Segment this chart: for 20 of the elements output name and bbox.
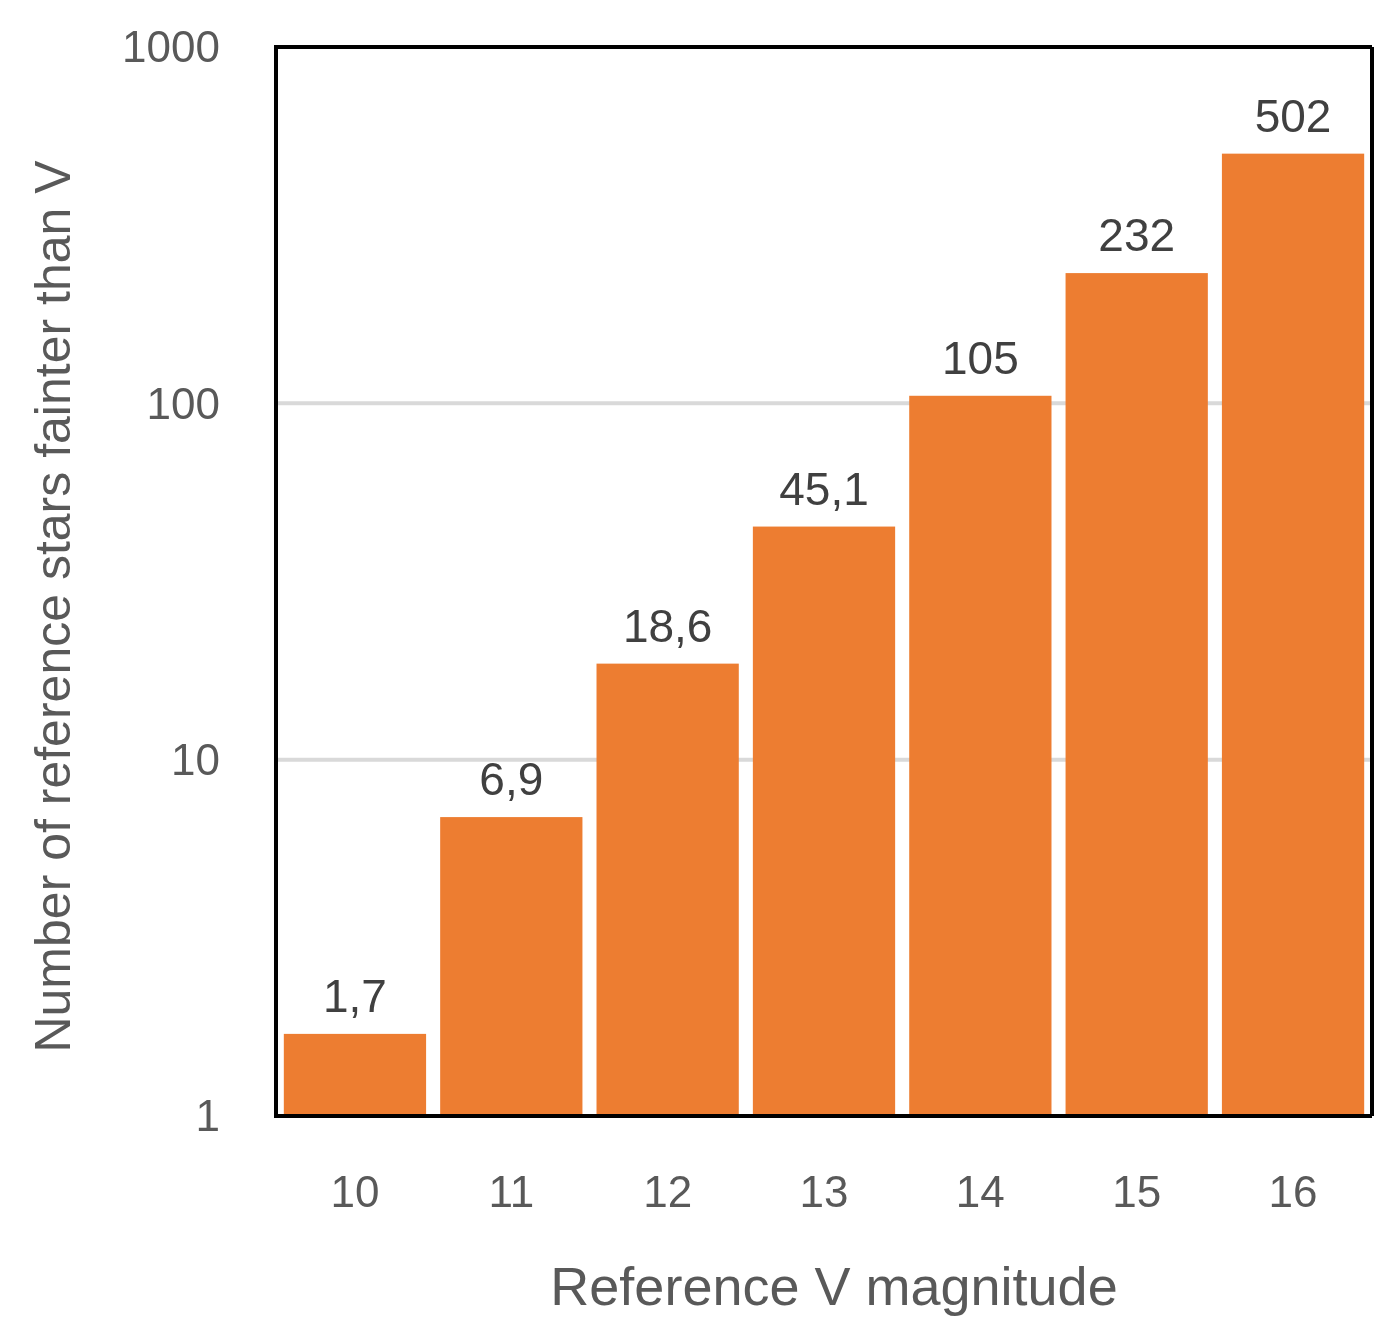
- data-label: 502: [1254, 89, 1332, 142]
- x-tick-label: 13: [799, 1167, 849, 1216]
- x-tick-label: 16: [1268, 1167, 1318, 1216]
- y-tick-label: 1: [195, 1091, 220, 1141]
- data-label: 232: [1098, 209, 1176, 262]
- y-tick-label: 1000: [122, 22, 220, 72]
- x-tick-label: 14: [955, 1167, 1005, 1216]
- x-axis-title: Reference V magnitude: [550, 1256, 1118, 1316]
- data-label: 1,7: [322, 969, 387, 1022]
- x-tick-label: 12: [643, 1167, 693, 1216]
- data-label: 45,1: [779, 462, 869, 515]
- data-label: 6,9: [479, 753, 544, 806]
- data-label: 18,6: [622, 599, 713, 652]
- y-tick-label: 10: [171, 735, 220, 785]
- data-label: 105: [941, 331, 1019, 384]
- y-tick-label: 100: [146, 378, 220, 428]
- y-axis-title: Number of reference stars fainter than V: [25, 159, 81, 1053]
- x-tick-label: 11: [488, 1167, 535, 1216]
- x-tick-label: 15: [1112, 1167, 1162, 1216]
- x-tick-label: 10: [330, 1167, 380, 1216]
